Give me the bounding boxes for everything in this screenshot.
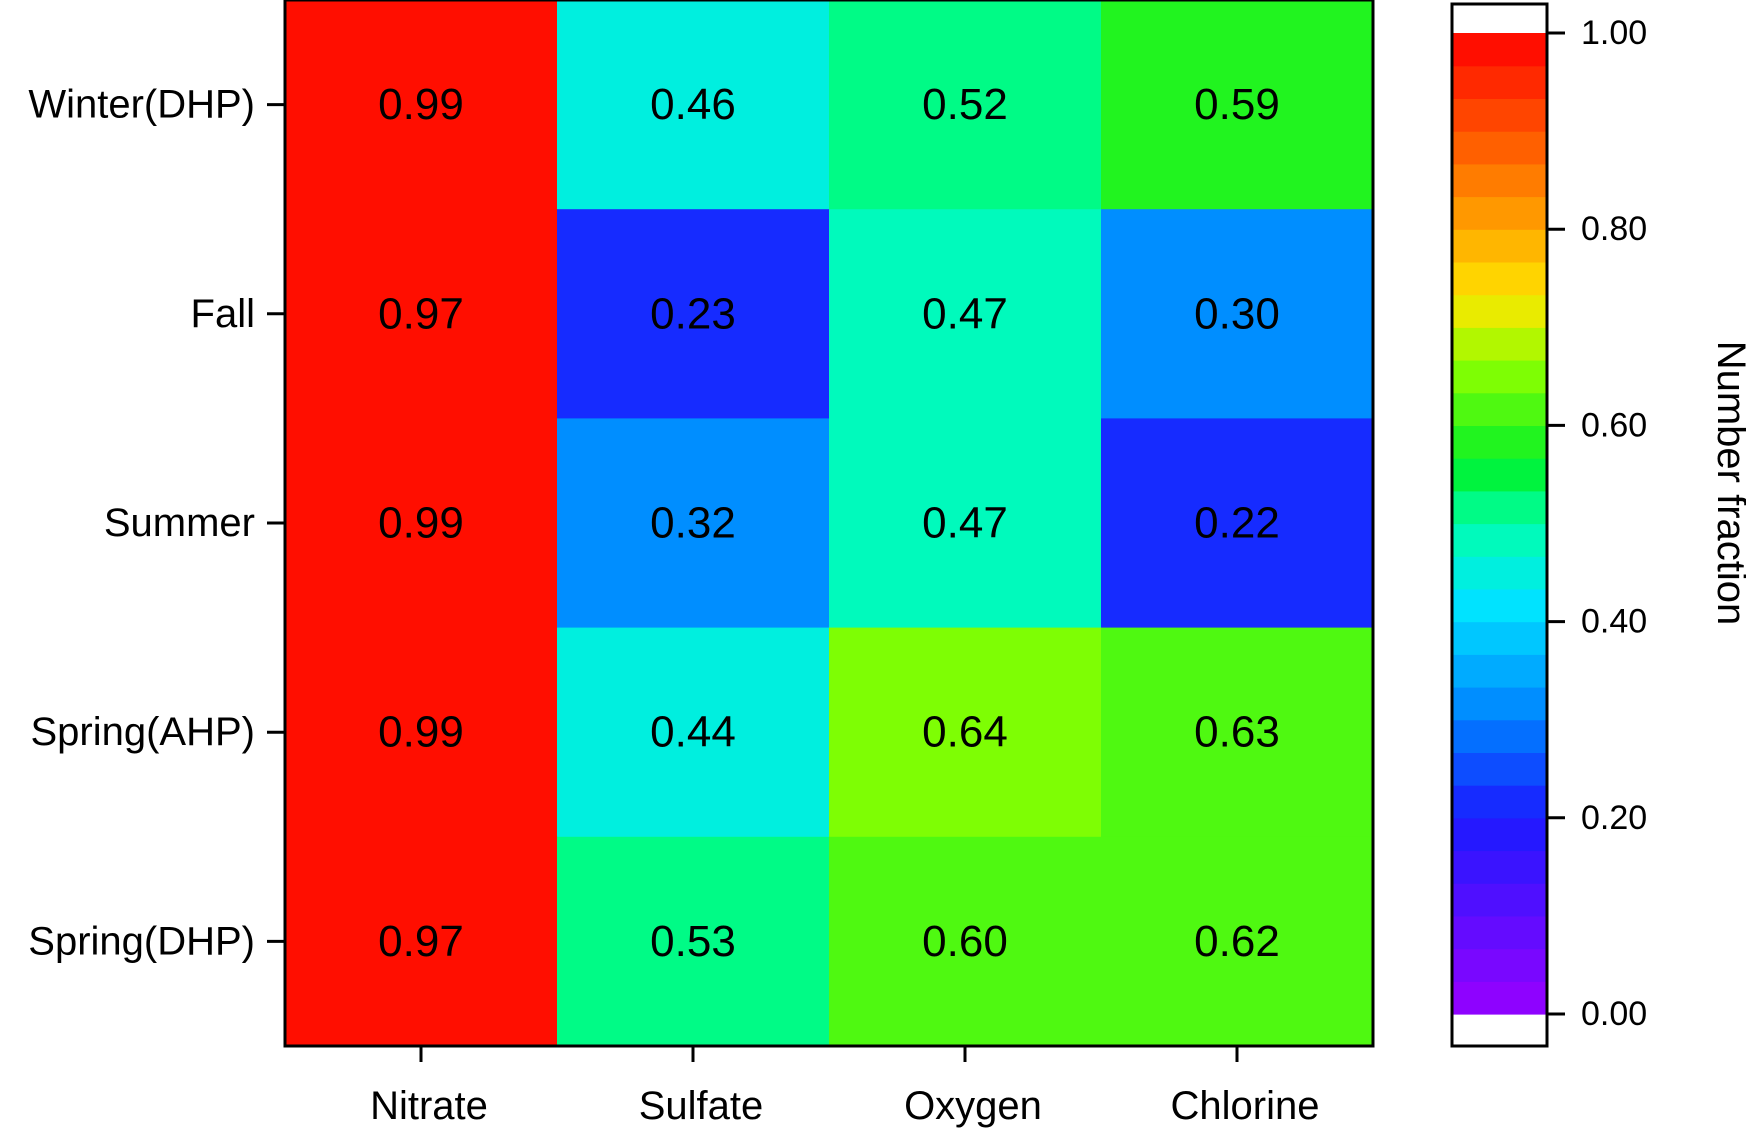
- colorbar-tick-label: 0.40: [1581, 603, 1647, 641]
- colorbar-band: [1452, 752, 1547, 786]
- colorbar-tick-label: 0.00: [1581, 995, 1647, 1033]
- colorbar-band: [1452, 458, 1547, 492]
- heatmap-cells: 0.99 0.46 0.52 0.59 0.97 0.23 0.47 0.30 0.99 0.32…: [285, 0, 1374, 1047]
- colorbar-band: [1452, 490, 1547, 525]
- colorbar-tick-label: 0.20: [1581, 799, 1647, 837]
- colorbar-band: [1452, 392, 1547, 426]
- y-tick-label: Spring(AHP): [30, 710, 255, 754]
- y-tick-label: Summer: [104, 501, 255, 545]
- cell-value-label: 0.46: [650, 80, 736, 129]
- y-tick-label: Spring(DHP): [28, 919, 255, 963]
- cell-value-label: 0.64: [922, 708, 1008, 757]
- x-tick-label: Chlorine: [1171, 1084, 1320, 1128]
- cell-value-label: 0.63: [1194, 708, 1280, 757]
- heatmap-cell: [1101, 209, 1374, 419]
- colorbar-band: [1452, 196, 1547, 230]
- colorbar-band: [1452, 33, 1547, 67]
- colorbar-band: [1452, 915, 1547, 950]
- heatmap-cell: [557, 836, 830, 1047]
- cell-value-label: 0.32: [650, 499, 736, 548]
- cell-value-label: 0.59: [1194, 80, 1280, 129]
- colorbar-band: [1452, 654, 1547, 688]
- colorbar-band: [1452, 327, 1547, 361]
- x-tick-label: Nitrate: [370, 1084, 488, 1128]
- heatmap-cell: [285, 209, 558, 419]
- colorbar-frame: [1450, 2, 1549, 1048]
- colorbar-band: [1452, 98, 1547, 132]
- cell-value-label: 0.99: [378, 708, 464, 757]
- cell-value-label: 0.44: [650, 708, 736, 757]
- heatmap-cell: [1101, 836, 1374, 1047]
- cell-value-label: 0.23: [650, 289, 736, 338]
- heatmap-cell: [1101, 418, 1374, 629]
- heatmap-cell: [557, 0, 830, 210]
- colorbar-band: [1452, 883, 1547, 917]
- colorbar-band: [1452, 131, 1547, 165]
- heatmap-cell: [1101, 627, 1374, 838]
- heatmap-cell: [285, 0, 558, 210]
- heatmap-cell: [829, 418, 1102, 629]
- heatmap-cell: [557, 209, 830, 419]
- x-axis: Nitrate Sulfate Oxygen Chlorine: [370, 1046, 1319, 1128]
- heatmap-cell: [285, 418, 558, 629]
- y-tick-label: Fall: [191, 292, 255, 336]
- colorbar-band: [1452, 785, 1547, 819]
- heatmap-cell: [1101, 0, 1374, 210]
- heatmap-cell: [285, 627, 558, 838]
- cell-value-label: 0.30: [1194, 289, 1280, 338]
- cell-value-label: 0.97: [378, 917, 464, 966]
- colorbar-band: [1452, 948, 1547, 982]
- heatmap-cell: [285, 836, 558, 1047]
- heatmap-cell: [829, 627, 1102, 838]
- heatmap-cell: [829, 836, 1102, 1047]
- cell-value-label: 0.99: [378, 80, 464, 129]
- heatmap-cell: [557, 418, 830, 629]
- colorbar-band: [1452, 588, 1547, 623]
- heatmap-cell: [557, 627, 830, 838]
- colorbar-band: [1452, 621, 1547, 655]
- cell-value-label: 0.52: [922, 80, 1008, 129]
- colorbar-title: Number fraction: [1709, 341, 1746, 626]
- colorbar-band: [1452, 817, 1547, 852]
- colorbar-tick-label: 0.60: [1581, 406, 1647, 444]
- colorbar: 0.00 0.20 0.40 0.60 0.80 1.00: [1450, 2, 1647, 1048]
- cell-value-label: 0.97: [378, 289, 464, 338]
- colorbar-band: [1452, 360, 1547, 394]
- colorbar-band: [1452, 687, 1547, 721]
- cell-value-label: 0.47: [922, 499, 1008, 548]
- colorbar-band: [1452, 556, 1547, 590]
- colorbar-band: [1452, 850, 1547, 884]
- heatmap-cell: [829, 209, 1102, 419]
- cell-value-label: 0.62: [1194, 917, 1280, 966]
- colorbar-band: [1452, 294, 1547, 328]
- colorbar-band: [1452, 261, 1547, 296]
- heatmap-cell: [829, 0, 1102, 210]
- colorbar-tick-label: 0.80: [1581, 210, 1647, 248]
- cell-value-label: 0.22: [1194, 499, 1280, 548]
- x-tick-label: Sulfate: [639, 1084, 764, 1128]
- cell-value-label: 0.60: [922, 917, 1008, 966]
- cell-value-label: 0.99: [378, 499, 464, 548]
- colorbar-band: [1452, 719, 1547, 753]
- x-tick-label: Oxygen: [904, 1084, 1042, 1128]
- colorbar-band: [1452, 523, 1547, 557]
- colorbar-band: [1452, 65, 1547, 99]
- colorbar-band: [1452, 981, 1547, 1015]
- colorbar-band: [1452, 229, 1547, 263]
- cell-value-label: 0.53: [650, 917, 736, 966]
- y-tick-label: Winter(DHP): [28, 83, 255, 127]
- y-axis: Winter(DHP) Fall Summer Spring(AHP) Spring(D…: [28, 83, 285, 963]
- colorbar-band: [1452, 425, 1547, 459]
- colorbar-band: [1452, 163, 1547, 198]
- colorbar-tick-label: 1.00: [1581, 14, 1647, 52]
- cell-value-label: 0.47: [922, 289, 1008, 338]
